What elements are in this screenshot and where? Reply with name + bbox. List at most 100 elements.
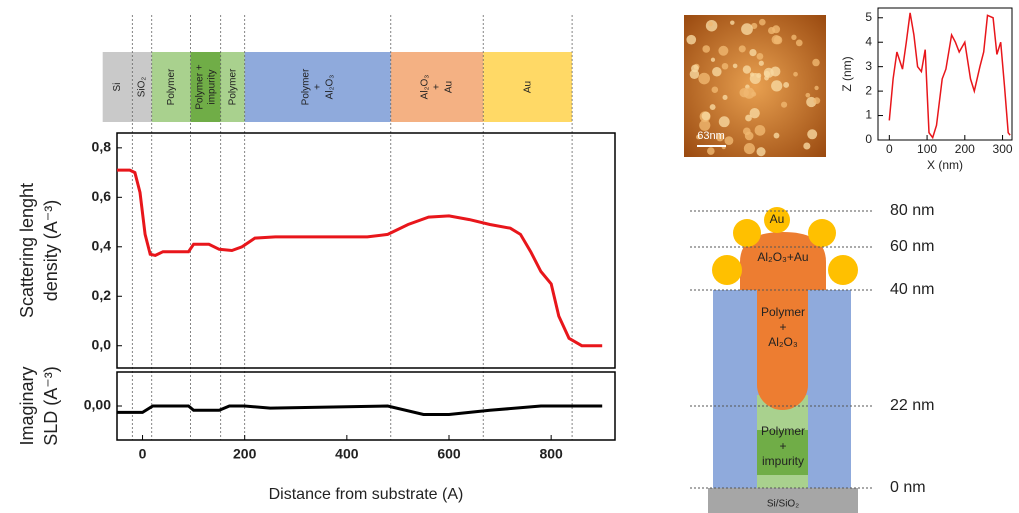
au-particle [733, 219, 761, 247]
layer-label: SiO₂ [137, 77, 148, 98]
y-axis-label: Scattering lenght [17, 183, 37, 318]
grain [754, 124, 766, 136]
x-tick-label: 0 [886, 142, 893, 156]
grain [743, 143, 755, 155]
layer-label: Polymer [166, 68, 177, 105]
y-tick-label: 4 [865, 34, 872, 48]
layer-label: impurity [206, 69, 217, 104]
y-tick-label: 3 [865, 59, 872, 73]
grain [698, 72, 711, 85]
layer-block [151, 52, 191, 122]
level-label: 40 nm [890, 281, 934, 298]
data-line [888, 12, 1011, 140]
y-tick-label: 0,00 [84, 397, 111, 413]
layer-label: Si [112, 83, 123, 92]
core-label: Al₂O₃ [768, 335, 798, 349]
core [757, 290, 808, 410]
level-label: 0 nm [890, 479, 926, 496]
layer-block [132, 52, 152, 122]
grain [699, 119, 711, 131]
grain [689, 69, 700, 79]
level-label: 22 nm [890, 397, 934, 414]
y-axis-label: Z (nm) [840, 56, 854, 91]
grain [702, 45, 711, 53]
grain [749, 48, 757, 57]
y-tick-label: 0,6 [92, 188, 112, 204]
grain [741, 23, 753, 36]
grain [812, 58, 820, 67]
layer-label: Au [444, 81, 455, 93]
grain [807, 129, 818, 140]
y-tick-label: 0 [865, 132, 872, 146]
grain [771, 80, 783, 92]
y-tick-label: 2 [865, 83, 872, 97]
grain [701, 111, 711, 121]
layer-block [244, 52, 391, 122]
grain [814, 85, 819, 91]
substrate [708, 488, 858, 513]
data-line [117, 168, 603, 348]
substrate-label: Si/SiO₂ [767, 499, 799, 510]
layer-block [390, 52, 484, 122]
grain [691, 64, 699, 73]
grain [795, 39, 803, 47]
y-axis-label: density (A⁻³) [41, 200, 61, 302]
grain [730, 20, 735, 25]
cap-label: Al₂O₃+Au [757, 250, 808, 264]
layer-label: Polymer [227, 68, 238, 105]
grain [718, 116, 730, 128]
y-tick-label: 5 [865, 10, 872, 24]
grain [696, 134, 701, 140]
grain [749, 108, 760, 119]
grain [708, 21, 713, 27]
grain [724, 136, 734, 146]
grain [756, 147, 766, 157]
afm-grains [686, 18, 821, 157]
x-axis-label: X (nm) [927, 158, 963, 172]
x-tick-label: 0 [139, 446, 147, 462]
grain [718, 45, 729, 56]
grain [710, 57, 716, 62]
layer-label: Al₂O₃ [324, 75, 335, 100]
grain [791, 34, 797, 40]
plot-frame [116, 132, 616, 369]
y-tick-label: 0,8 [92, 139, 112, 155]
grain [709, 104, 716, 111]
level-label: 60 nm [890, 238, 934, 255]
au-label: Au [770, 212, 785, 226]
y-axis-label: Imaginary [17, 366, 37, 445]
base-label: Polymer [761, 424, 805, 438]
grain [758, 60, 764, 66]
grain [745, 114, 752, 122]
grain [738, 45, 746, 53]
x-tick-label: 800 [539, 446, 563, 462]
grain [712, 66, 722, 77]
grain [768, 26, 776, 35]
grain [773, 132, 780, 139]
x-tick-label: 300 [993, 142, 1013, 156]
layer-block [483, 52, 573, 122]
grain [793, 71, 798, 77]
grain [749, 72, 761, 85]
x-tick-label: 600 [437, 446, 461, 462]
grain [771, 34, 781, 45]
cap [740, 232, 826, 290]
data-line [117, 404, 603, 416]
grain [707, 147, 715, 155]
x-axis-label: Distance from substrate (A) [269, 486, 464, 503]
grain [764, 75, 769, 81]
base-label: impurity [762, 454, 804, 468]
grain [813, 97, 821, 104]
au-particle [828, 255, 858, 285]
grain [781, 101, 788, 108]
schematic: 80 nm 60 nm 40 nm 22 nm 0 nm Au Al₂O₃+Au… [690, 202, 934, 513]
au-particle [712, 255, 742, 285]
afm-image [684, 15, 826, 157]
x-tick-label: 100 [917, 142, 937, 156]
base-label: + [779, 439, 786, 453]
grain [716, 133, 724, 142]
scale-label: 63nm [697, 130, 725, 142]
layer-block [102, 52, 133, 122]
grain [770, 66, 781, 77]
